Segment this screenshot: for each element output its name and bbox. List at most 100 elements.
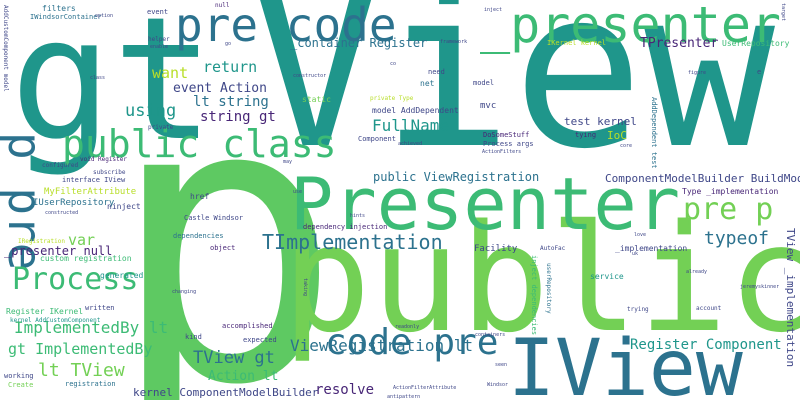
word-customregistration: custom registration [40, 254, 132, 263]
word-href: href [190, 192, 210, 201]
word-co: co [390, 61, 397, 67]
word-option: option [95, 13, 114, 19]
word-object: object [210, 244, 236, 252]
word-working: working [4, 372, 34, 380]
word-privatetype: private Type [370, 95, 414, 102]
word-taking: taking [302, 278, 308, 297]
word-enable: enable [150, 44, 169, 50]
word-injectdependencies: inject dependencies [530, 255, 538, 336]
word-e: e [757, 68, 762, 76]
word-need: need [428, 68, 445, 76]
word-typeimplementation: Type _implementation [682, 187, 779, 196]
word-want: want [152, 64, 189, 82]
word-kerneladdcustomcomponent: kernel AddCustomComponent [10, 317, 101, 324]
word-publicviewregistration: public ViewRegistration [373, 170, 540, 184]
word-modeladddependent: model AddDependent [372, 106, 459, 115]
word-tying: tying [575, 131, 597, 139]
word-actionfilterattribute: ActionFilterAttribute [393, 385, 457, 391]
word-registration: registration [65, 380, 116, 388]
word-testkernel: test kernel [564, 115, 637, 128]
word-castlewindsor: Castle Windsor [184, 214, 244, 222]
word-ioc: IoC [607, 129, 627, 142]
word-love: love [634, 232, 647, 238]
word-typeof: typeof [704, 228, 770, 249]
word-prep: pre p [683, 192, 774, 227]
word-uk: uk [632, 251, 639, 257]
word-hints: hints [350, 213, 366, 219]
word-core: core [620, 143, 633, 149]
word-already: already [686, 269, 708, 275]
word-expected: expected [243, 336, 277, 344]
word-presenternull: _presenter null [4, 244, 113, 258]
word-private: private [148, 124, 174, 131]
word-facility: Facility [474, 244, 518, 254]
word-subscribe: subscribe [93, 169, 126, 176]
word-iwindsorcontainer: IWindsorContainer [30, 13, 102, 21]
word-go: go [225, 41, 232, 47]
word-configured: configured [42, 162, 79, 169]
word-ppre: p pre [0, 132, 52, 271]
word-gt: gt [10, 0, 215, 179]
word-fullname: FullName [372, 116, 450, 135]
word-timplementation: TImplementation [262, 230, 443, 254]
word-jeremyskinner: jeremyskinner [740, 284, 780, 290]
word-dosomestuff: DoSomeStuff [483, 131, 530, 139]
word-registerikernel: Register IKernel [6, 307, 84, 316]
word-use: use [293, 189, 303, 195]
word-eventaction: event Action [173, 81, 267, 96]
word-helper: helper [148, 36, 170, 43]
word-userrepository: UserRepository [722, 39, 790, 48]
word-changing: changing [172, 289, 197, 295]
word-userrepository2: userRepository [545, 263, 552, 314]
word-publicclass: public class [62, 122, 337, 166]
word-windsor: Windsor [487, 382, 509, 388]
word-gtimplementedby: gt ImplementedBy [8, 340, 153, 358]
word-addcustomcomponentmodel: AddCustomComponent model [2, 5, 9, 92]
word-achieved: achieved [398, 141, 423, 147]
word-iview: IView [508, 324, 743, 400]
word-class: class [90, 75, 106, 81]
word-target: target [780, 3, 786, 22]
word-actionfilters: ActionFilters [482, 149, 522, 155]
word-account: account [696, 305, 722, 312]
word-ltstring: lt string [193, 94, 269, 110]
word-voidregister: void Register [80, 156, 127, 163]
word-ikernelkernel: IKernel kernel [547, 39, 607, 47]
word-create: Create [8, 381, 34, 389]
word-event: event [147, 8, 169, 16]
word-accomplished: accomplished [222, 322, 273, 330]
word-readonly: readonly [395, 324, 420, 330]
word-stringgt: string gt [200, 109, 276, 125]
word-containerregister: _container Register [290, 36, 428, 50]
word-model: model [473, 79, 495, 87]
word-view: View [250, 0, 775, 197]
word-inject: inject [484, 7, 503, 13]
word-iuserrepository: IUserRepository [33, 198, 115, 208]
word-tviewgt: TView gt [193, 348, 275, 368]
word-seen: seen [495, 362, 508, 368]
word-implementedby: ImplementedBy lt [14, 318, 169, 337]
word-using: using [125, 101, 177, 121]
word-trying: trying [627, 306, 649, 313]
word-null: null [215, 2, 230, 9]
word-may: may [283, 159, 293, 165]
word-dependencies: dependencies [173, 232, 224, 240]
word-adddependenttest: AddDependent test [650, 97, 658, 169]
word-var: var [68, 231, 96, 249]
word-containers: containers [475, 332, 506, 338]
word-filters: filters [42, 4, 76, 13]
word-cmbbuildmodel: ComponentModelBuilder BuildModel [605, 172, 800, 185]
word-myfilterattribute: MyFilterAttribute [44, 187, 137, 197]
word-resolve: resolve [315, 382, 375, 398]
word-constructor: constructor [293, 73, 327, 79]
word-viewimplementation: TView _implementation [784, 228, 797, 368]
word-codepre: code pre [325, 322, 499, 363]
word-kernelcmb: kernel ComponentModelBuilder [133, 386, 319, 399]
word-net: net [420, 79, 435, 88]
word-service: service [590, 272, 624, 281]
word-figure: figure [688, 70, 707, 76]
word-viewregistration: ViewRegistration lt [290, 336, 474, 355]
word-p: p [108, 16, 343, 400]
word-ninject: ninject [107, 202, 141, 211]
